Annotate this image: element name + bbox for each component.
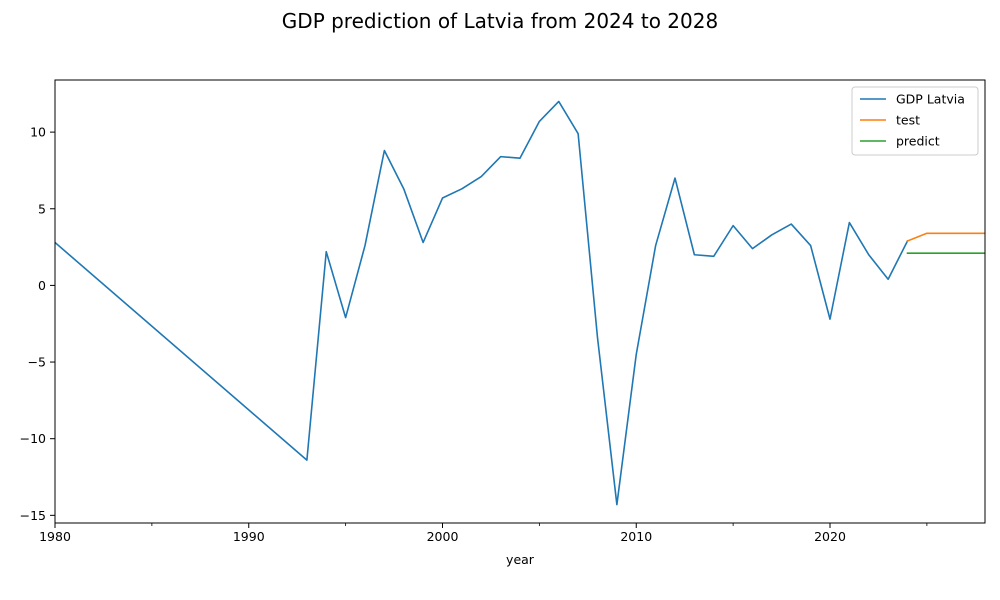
- legend-items: GDP Latvia test predict: [860, 92, 965, 149]
- x-tick-label: 2000: [427, 529, 459, 544]
- x-tick-label: 1980: [39, 529, 71, 544]
- y-tick-label: 5: [38, 201, 46, 216]
- x-tick-label: 1990: [233, 529, 265, 544]
- series-line-test: [906, 232, 985, 242]
- chart-title: GDP prediction of Latvia from 2024 to 20…: [282, 9, 718, 33]
- plot-frame: [54, 79, 986, 524]
- y-tick-label: −5: [28, 355, 46, 370]
- x-tick-label: 2020: [814, 529, 846, 544]
- x-tick-label: 2010: [620, 529, 652, 544]
- x-axis-label: year: [506, 552, 535, 567]
- plot-area: [54, 79, 986, 524]
- y-axis: −15 −10 −5 0 5 10: [20, 125, 55, 523]
- legend-label: predict: [896, 134, 940, 149]
- legend-label: GDP Latvia: [896, 92, 965, 107]
- y-tick-label: −10: [20, 431, 46, 446]
- legend: GDP Latvia test predict: [851, 86, 979, 156]
- y-tick-label: −15: [20, 508, 46, 523]
- legend-box: [851, 86, 979, 156]
- x-axis: 1980 1990 2000 2010 2020: [39, 523, 928, 544]
- legend-label: test: [896, 113, 920, 128]
- y-tick-label: 10: [30, 125, 46, 140]
- y-tick-label: 0: [38, 278, 46, 293]
- series-layer: [55, 100, 985, 506]
- series-line-gdp-latvia: [55, 100, 909, 506]
